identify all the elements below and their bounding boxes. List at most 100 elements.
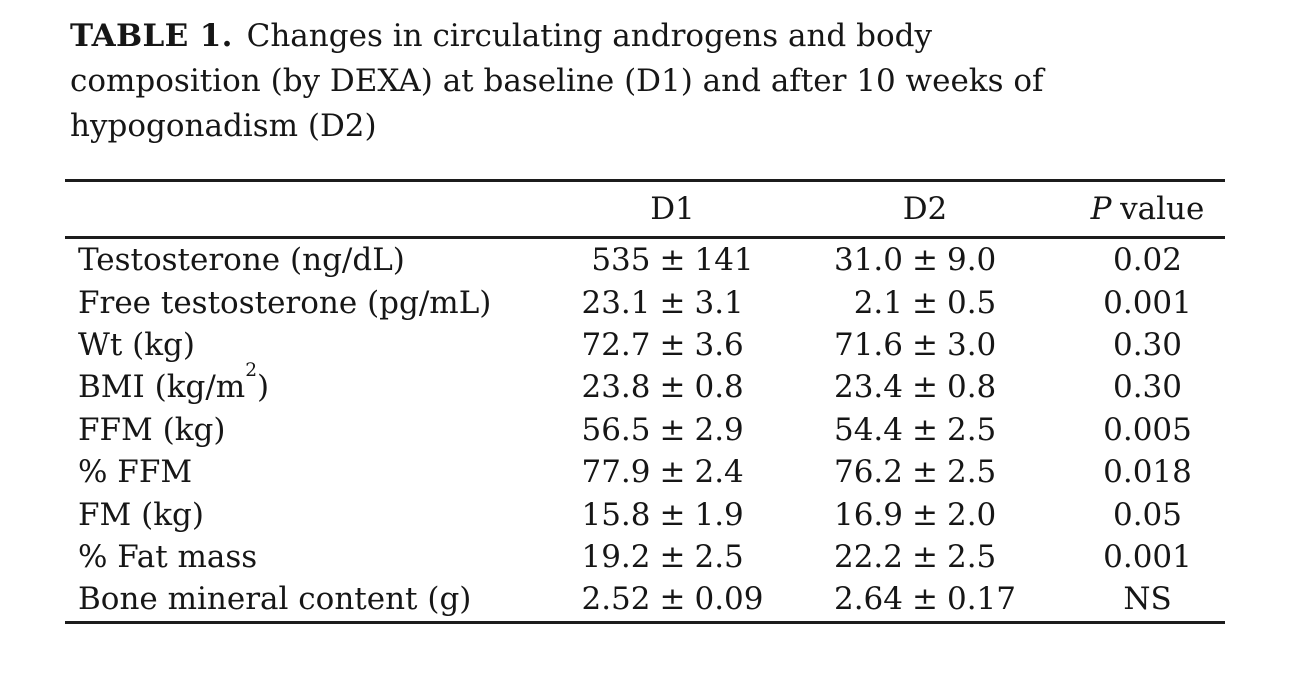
- plus-minus-sign: ±: [912, 242, 938, 279]
- row-label: % Fat mass: [78, 538, 258, 575]
- row-label: FM (kg): [78, 496, 204, 533]
- row-label: % FFM: [78, 454, 193, 491]
- p-value: 0.05: [1112, 496, 1183, 533]
- mean-value: 2.52: [581, 581, 651, 618]
- rule-bottom: [65, 620, 1225, 624]
- value-d2: 54.4 ±2.5: [800, 412, 1050, 448]
- mean-value: 71.6: [833, 326, 903, 363]
- mean-value: 77.9: [581, 454, 651, 491]
- sd-value: 2.5: [946, 538, 997, 575]
- plus-minus-sign: ±: [659, 581, 686, 618]
- plus-minus-sign: ±: [912, 326, 938, 363]
- mean-value: 22.2: [833, 538, 903, 575]
- plus-minus-sign: ±: [912, 369, 938, 406]
- p-value: 0.001: [1103, 538, 1192, 575]
- value-d1: 72.7 ±3.6: [545, 327, 800, 363]
- value-d1: 23.8 ±0.8: [545, 369, 800, 405]
- table-row: BMI (kg/m2) 23.8 ±0.8 23.4 ±0.8 0.30: [65, 360, 1225, 408]
- column-header-d1: D1: [650, 191, 695, 227]
- caption-text-1: Changes in circulating androgens and bod…: [246, 18, 933, 54]
- table-number: TABLE 1.: [70, 18, 233, 54]
- sd-value: 0.8: [946, 369, 997, 406]
- p-value: NS: [1123, 581, 1172, 618]
- value-d2: 16.9 ±2.0: [800, 497, 1050, 533]
- sd-value: 2.0: [946, 496, 997, 533]
- table-row: FM (kg) 15.8 ±1.9 16.9 ±2.0 0.05: [65, 493, 1225, 535]
- sd-value: 141: [694, 242, 754, 279]
- sd-value: 3.0: [946, 326, 997, 363]
- value-d1: 56.5 ±2.9: [545, 412, 800, 448]
- mean-value: 76.2: [833, 454, 903, 491]
- plus-minus-sign: ±: [912, 411, 938, 448]
- table-row: Wt (kg) 72.7 ±3.6 71.6 ±3.0 0.30: [65, 324, 1225, 366]
- row-label: Bone mineral content (g): [78, 581, 472, 618]
- row-label: Testosterone (ng/dL): [78, 242, 405, 279]
- value-d1: 23.1 ±3.1: [545, 285, 800, 321]
- row-label: Wt (kg): [78, 326, 195, 363]
- mean-value: 2.64: [833, 581, 903, 618]
- p-value: 0.018: [1103, 454, 1192, 491]
- table-row: % FFM 77.9 ±2.4 76.2 ±2.5 0.018: [65, 451, 1225, 493]
- plus-minus-sign: ±: [912, 538, 938, 575]
- sd-value: 0.5: [946, 284, 997, 321]
- value-d2: 23.4 ±0.8: [800, 369, 1050, 405]
- value-d2: 31.0 ±9.0: [800, 242, 1050, 278]
- table-row: Free testosterone (pg/mL) 23.1 ±3.1 2.1 ±0…: [65, 281, 1225, 323]
- value-d1: 77.9 ±2.4: [545, 454, 800, 490]
- mean-value: 2.1: [853, 284, 903, 321]
- plus-minus-sign: ±: [659, 454, 686, 491]
- row-label-text: BMI (kg/m: [78, 369, 246, 406]
- value-d2: 71.6 ±3.0: [800, 327, 1050, 363]
- sd-value: 2.4: [694, 454, 744, 491]
- mean-value: 535: [591, 242, 651, 279]
- mean-value: 31.0: [833, 242, 903, 279]
- sd-value: 1.9: [694, 496, 744, 533]
- mean-value: 56.5: [581, 411, 651, 448]
- column-header-d2: D2: [902, 191, 948, 227]
- sd-value: 2.5: [694, 538, 744, 575]
- plus-minus-sign: ±: [659, 284, 686, 321]
- sd-value: 0.17: [946, 581, 1017, 618]
- value-d1: 15.8 ±1.9: [545, 497, 800, 533]
- p-value: 0.001: [1103, 284, 1192, 321]
- plus-minus-sign: ±: [659, 242, 686, 279]
- mean-value: 16.9: [833, 496, 903, 533]
- sd-value: 2.5: [946, 411, 997, 448]
- table-row: Testosterone (ng/dL) 535 ±141 31.0 ±9.0 0.…: [65, 239, 1225, 281]
- p-value: 0.30: [1112, 326, 1183, 363]
- plus-minus-sign: ±: [659, 496, 686, 533]
- mean-value: 19.2: [581, 538, 651, 575]
- mean-value: 72.7: [581, 326, 651, 363]
- plus-minus-sign: ±: [912, 496, 938, 533]
- plus-minus-sign: ±: [659, 326, 686, 363]
- sd-value: 2.9: [694, 411, 744, 448]
- sd-value: 3.6: [694, 326, 744, 363]
- plus-minus-sign: ±: [912, 454, 938, 491]
- plus-minus-sign: ±: [659, 538, 686, 575]
- p-value: 0.30: [1112, 369, 1183, 406]
- value-d2: 22.2 ±2.5: [800, 539, 1050, 575]
- value-d1: 2.52 ±0.09: [545, 581, 800, 617]
- sd-value: 2.5: [946, 454, 997, 491]
- table-row: FFM (kg) 56.5 ±2.9 54.4 ±2.5 0.005: [65, 409, 1225, 451]
- sd-value: 0.09: [694, 581, 764, 618]
- sd-value: 3.1: [694, 284, 744, 321]
- rule-mid: [65, 236, 1225, 239]
- value-d1: 535 ±141: [545, 242, 800, 278]
- sd-value: 0.8: [694, 369, 744, 406]
- plus-minus-sign: ±: [912, 581, 938, 618]
- mean-value: 23.1: [581, 284, 651, 321]
- row-label: FFM (kg): [78, 411, 226, 448]
- value-d1: 19.2 ±2.5: [545, 539, 800, 575]
- sd-value: 9.0: [946, 242, 997, 279]
- row-label: BMI (kg/m2): [65, 360, 545, 406]
- plus-minus-sign: ±: [912, 284, 938, 321]
- plus-minus-sign: ±: [659, 411, 686, 448]
- p-value-word: value: [1120, 191, 1205, 227]
- p-symbol: P: [1090, 191, 1112, 227]
- caption-line-2: composition (by DEXA) at baseline (D1) a…: [70, 63, 1044, 99]
